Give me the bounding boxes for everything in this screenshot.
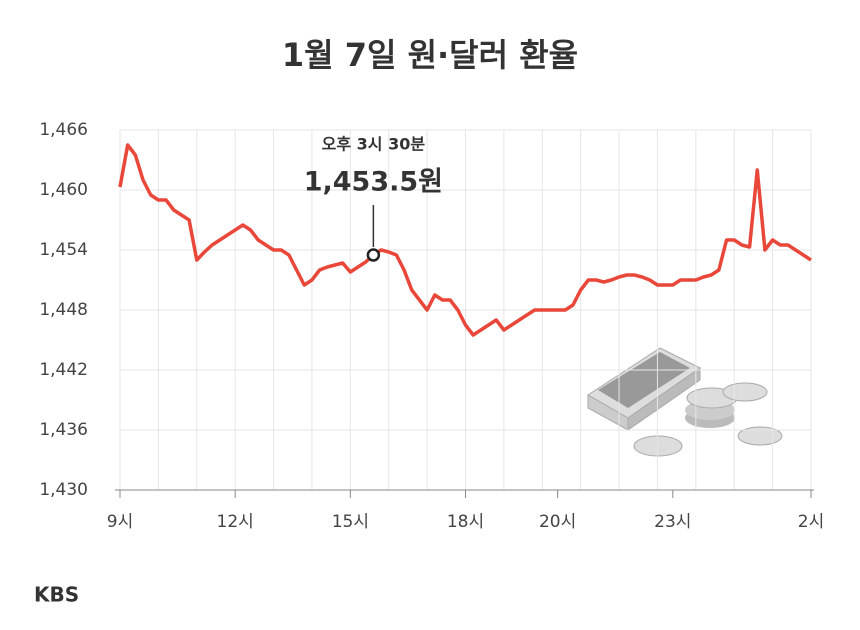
money-illustration — [587, 347, 783, 457]
y-tick-label: 1,466 — [39, 120, 88, 140]
x-tick-label: 18시 — [447, 512, 484, 532]
x-tick-label: 15시 — [332, 512, 369, 532]
y-tick-label: 1,442 — [39, 360, 88, 380]
value-label: 1,453.5원 — [304, 167, 443, 198]
y-tick-label: 1,460 — [39, 180, 88, 200]
chart-title: 1월 7일 원·달러 환율 — [282, 36, 578, 74]
x-tick-label: 23시 — [654, 512, 691, 532]
annotation: 오후 3시 30분 — [322, 135, 426, 154]
y-tick-label: 1,454 — [39, 240, 88, 260]
y-tick-label: 1,430 — [39, 480, 88, 500]
x-tick-label: 9시 — [107, 512, 133, 532]
highlight-point — [366, 248, 381, 262]
source-logo: KBS — [34, 583, 79, 607]
x-tick-label: 12시 — [217, 512, 254, 532]
y-tick-label: 1,436 — [39, 420, 88, 440]
y-tick-label: 1,448 — [39, 300, 88, 320]
x-tick-label: 2시 — [798, 512, 824, 532]
x-tick-label: 20시 — [539, 512, 576, 532]
series-line — [118, 143, 812, 337]
